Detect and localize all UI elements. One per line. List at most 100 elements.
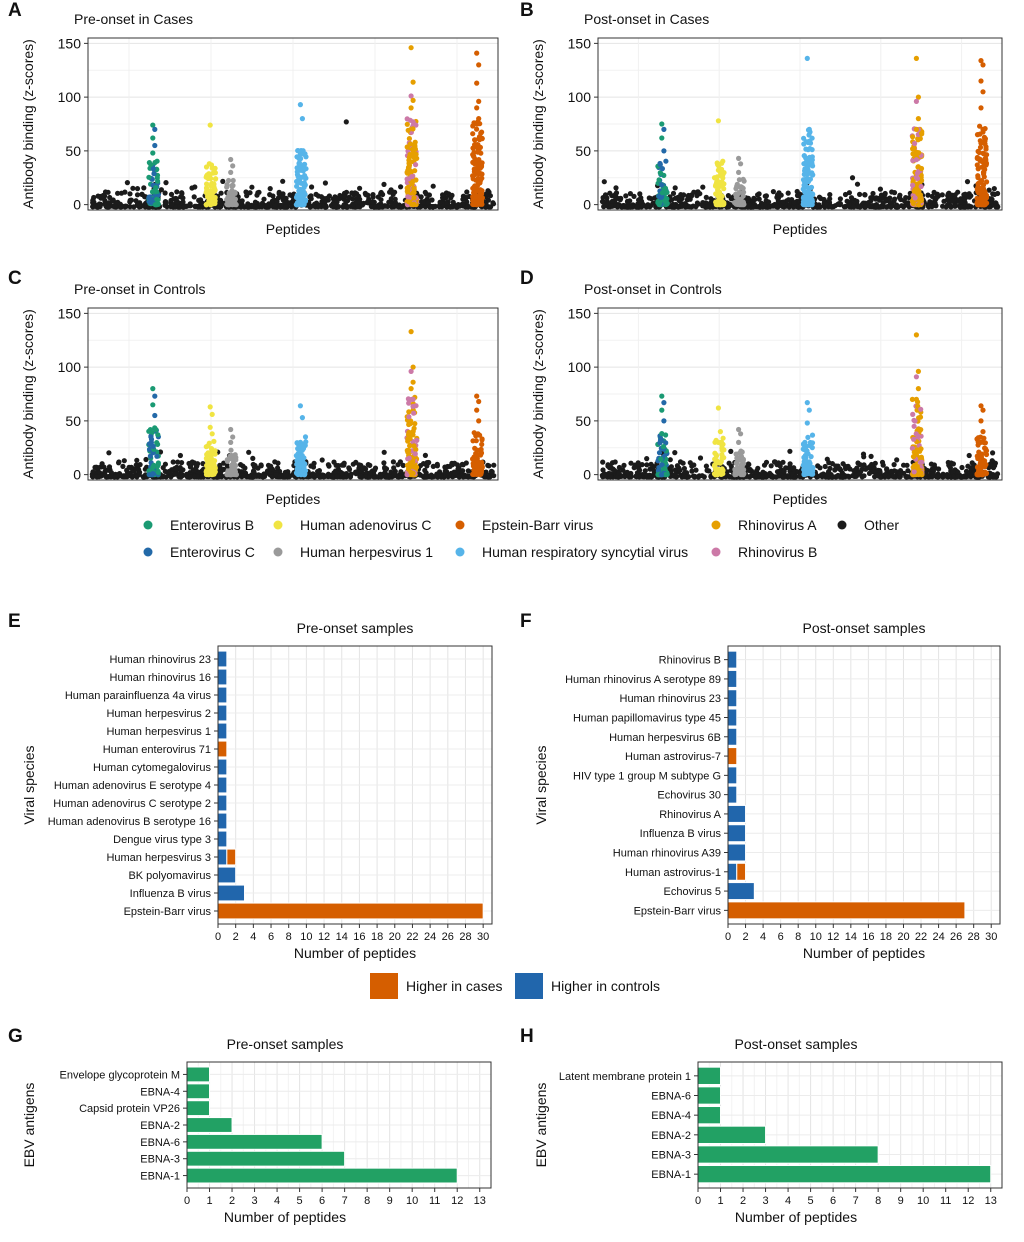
scatter-point — [990, 450, 996, 456]
legend-marker — [143, 547, 153, 557]
bar — [217, 722, 228, 740]
scatter-point — [364, 199, 370, 206]
scatter-point — [391, 202, 397, 208]
scatter-point — [802, 189, 808, 195]
scatter-point — [473, 433, 479, 439]
scatter-point — [809, 432, 816, 438]
scatter-point — [150, 122, 156, 128]
scatter-point — [830, 474, 836, 480]
scatter-point — [392, 189, 398, 195]
scatter-point — [805, 147, 811, 153]
category-label: Human parainfluenza 4a virus — [65, 690, 212, 702]
scatter-point — [154, 175, 160, 181]
category-label: Human enterovirus 71 — [103, 744, 211, 756]
scatter-point — [150, 386, 156, 392]
scatter-point — [774, 203, 780, 210]
y-tick-label: 150 — [58, 35, 82, 51]
scatter-point — [408, 105, 414, 111]
scatter-point — [602, 192, 609, 198]
scatter-point — [616, 464, 623, 471]
scatter-point — [713, 470, 719, 477]
scatter-point — [914, 187, 920, 193]
scatter-point — [405, 466, 412, 472]
scatter-point — [672, 185, 678, 191]
scatter-point — [410, 202, 416, 208]
scatter-point — [346, 194, 352, 200]
scatter-point — [150, 443, 156, 449]
panel-letter: E — [8, 611, 21, 632]
scatter-point — [367, 470, 373, 476]
scatter-point — [645, 202, 651, 208]
scatter-point — [978, 105, 984, 111]
scatter-point — [628, 460, 634, 466]
scatter-point — [192, 184, 198, 190]
scatter-point — [247, 190, 253, 196]
legend-item: Human respiratory syncytial virus — [455, 544, 688, 560]
scatter-point — [207, 404, 213, 410]
scatter-point — [945, 193, 951, 199]
scatter-point — [637, 191, 643, 197]
scatter-point — [982, 138, 988, 144]
scatter-point — [884, 467, 890, 473]
scatter-point — [129, 473, 136, 479]
scatter-point — [400, 203, 406, 209]
series-rhino-a — [404, 45, 420, 208]
scatter-point — [146, 174, 152, 180]
bar — [217, 740, 228, 758]
scatter-point — [975, 166, 981, 172]
scatter-point — [199, 200, 205, 206]
scatter-point — [228, 447, 234, 453]
series-ebv — [470, 50, 485, 208]
scatter-point — [978, 418, 984, 424]
scatter-point — [344, 204, 351, 210]
scatter-point — [391, 471, 397, 477]
scatter-point — [660, 444, 667, 450]
bar — [217, 902, 484, 920]
scatter-point — [491, 462, 497, 468]
scatter-point — [302, 197, 309, 203]
scatter-point — [412, 146, 418, 152]
scatter-point — [982, 458, 988, 464]
scatter-point — [981, 171, 987, 177]
scatter-point — [228, 456, 234, 462]
scatter-point — [888, 468, 894, 474]
scatter-point — [206, 460, 212, 466]
y-tick-label: 0 — [73, 467, 81, 483]
scatter-point — [410, 97, 416, 103]
scatter-point — [878, 192, 885, 198]
scatter-point — [300, 201, 307, 207]
scatter-point — [242, 465, 248, 471]
scatter-point — [224, 182, 230, 188]
scatter-point — [642, 468, 648, 474]
scatter-point — [268, 463, 274, 469]
scatter-point — [298, 166, 304, 172]
scatter-point — [412, 139, 418, 145]
scatter-point — [90, 198, 96, 204]
legend-label: Human adenovirus C — [300, 517, 432, 533]
scatter-point — [195, 204, 201, 210]
scatter-point — [755, 192, 761, 198]
scatter-point — [663, 158, 669, 164]
scatter-point — [681, 473, 687, 480]
scatter-point — [122, 203, 129, 209]
scatter-point — [913, 332, 920, 338]
scatter-point — [738, 161, 744, 167]
scatter-point — [174, 189, 180, 195]
scatter-point — [410, 126, 416, 132]
scatter-point — [319, 457, 325, 463]
bar — [217, 884, 246, 902]
scatter-point — [255, 190, 261, 196]
scatter-point — [965, 463, 971, 469]
scatter-point — [850, 203, 857, 210]
scatter-point — [672, 467, 678, 473]
legend-marker — [143, 520, 153, 530]
scatter-point — [964, 179, 971, 185]
legend-marker — [273, 520, 283, 530]
scatter-point — [280, 194, 286, 200]
scatter-point — [303, 439, 309, 445]
scatter-point — [657, 437, 664, 443]
bar — [217, 776, 228, 794]
scatter-point — [770, 189, 777, 195]
scatter-point — [405, 187, 411, 193]
